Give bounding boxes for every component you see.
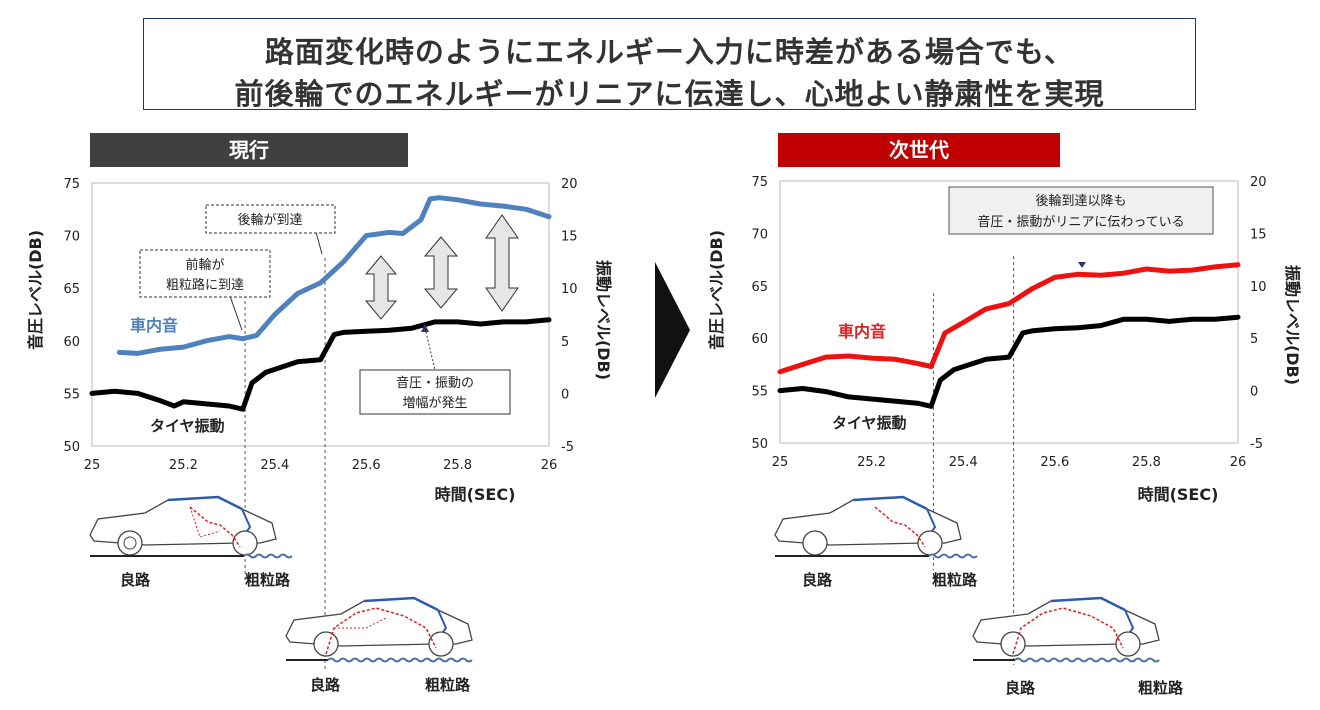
annotation-front-arrive xyxy=(139,249,271,298)
y-tick-label: 60 xyxy=(63,335,80,350)
x-tick-label: 25.4 xyxy=(949,455,978,470)
annotation-linear xyxy=(948,186,1214,235)
label-tire-vibration: タイヤ振動 xyxy=(832,414,907,432)
label-cabin-noise: 車内音 xyxy=(130,316,178,335)
x-tick-label: 26 xyxy=(541,458,558,473)
callout-arrowhead xyxy=(1078,262,1086,268)
double-arrow-icon xyxy=(423,236,459,309)
y-axis-title-left: 音圧レベル(DB) xyxy=(707,230,726,350)
road-label-rough: 粗粒路 xyxy=(425,676,471,694)
y2-tick-label: 5 xyxy=(561,335,569,350)
banner-next-gen: 次世代 xyxy=(778,133,1060,167)
x-tick-label: 25 xyxy=(772,455,789,470)
y2-tick-label: 10 xyxy=(561,282,578,297)
y2-tick-label: 5 xyxy=(1250,332,1258,347)
callout-line xyxy=(424,327,436,371)
plot-frame xyxy=(91,182,550,447)
callout-line xyxy=(315,231,323,255)
double-arrow-icon xyxy=(485,214,519,312)
y2-tick-label: 20 xyxy=(1250,175,1267,190)
series-line-tire-vibration xyxy=(89,317,552,412)
y-tick-label: 75 xyxy=(751,175,768,190)
road-label-rough: 粗粒路 xyxy=(932,571,978,589)
road-label-rough: 粗粒路 xyxy=(1138,679,1184,697)
x-tick-label: 25.2 xyxy=(169,458,198,473)
road-label-smooth: 良路 xyxy=(802,571,833,589)
y2-tick-label: -5 xyxy=(561,440,574,455)
y2-tick-label: 0 xyxy=(1250,385,1258,400)
annotation-front-arrive-text-1: 前輪が xyxy=(185,257,224,273)
annotation-amplification xyxy=(359,369,511,415)
y2-tick-label: 20 xyxy=(561,177,578,192)
car-illustration-top-left xyxy=(89,495,293,559)
y-tick-label: 50 xyxy=(63,440,80,455)
y2-tick-label: -5 xyxy=(1250,437,1263,452)
y-tick-label: 55 xyxy=(63,387,80,402)
plot-frame xyxy=(779,180,1239,444)
label-cabin-noise: 車内音 xyxy=(838,322,886,341)
x-tick-label: 25.6 xyxy=(352,458,381,473)
callout-arrowhead xyxy=(421,324,429,332)
y2-tick-label: 0 xyxy=(561,387,569,402)
series-line-cabin-noise xyxy=(116,195,552,356)
headline-line-2: 前後輪でのエネルギーがリニアに伝達し、心地よい静粛性を実現 xyxy=(234,77,1105,111)
x-tick-label: 25.4 xyxy=(260,458,289,473)
x-tick-label: 25.2 xyxy=(857,455,886,470)
double-arrow-icon xyxy=(364,255,398,320)
series-line-tire-vibration xyxy=(777,314,1241,409)
annotation-linear-text-1: 後輪到達以降も xyxy=(1035,193,1126,209)
road-label-smooth: 良路 xyxy=(310,676,341,694)
y-axis-title-right: 振動レベル(DB) xyxy=(1283,265,1302,385)
x-tick-label: 25 xyxy=(84,458,101,473)
annotation-amplification-text-2: 増幅が発生 xyxy=(402,396,467,411)
y-axis-title-left: 音圧レベル(DB) xyxy=(26,230,45,350)
y-tick-label: 75 xyxy=(63,177,80,192)
x-tick-label: 25.6 xyxy=(1040,455,1069,470)
axes-current: 25 25.2 25.4 25.6 25.8 26 50 55 60 65 70 75 -5 0 5 10 15… xyxy=(63,177,578,670)
banner-current: 現行 xyxy=(90,133,408,167)
y-tick-label: 60 xyxy=(751,332,768,347)
chart-current: 25 25.2 25.4 25.6 25.8 26 50 55 60 65 70 75 -5 0 5 10 15… xyxy=(26,177,613,670)
car-illustration-bottom-right xyxy=(972,596,1160,663)
y2-tick-label: 10 xyxy=(1250,280,1267,295)
y-tick-label: 70 xyxy=(63,230,80,245)
annotation-front-arrive-text-2: 粗粒路に到達 xyxy=(166,277,244,293)
progression-arrow-icon xyxy=(655,262,690,398)
label-tire-vibration: タイヤ振動 xyxy=(150,417,225,435)
x-tick-label: 25.8 xyxy=(1132,455,1161,470)
chart-next-gen: 25 25.2 25.4 25.6 25.8 26 50 55 60 65 70 75 -5 0 5 10 15… xyxy=(707,175,1302,665)
y-axis-title-right: 振動レベル(DB) xyxy=(594,260,613,380)
series-line-cabin-noise xyxy=(777,262,1241,375)
annotation-rear-arrive-text: 後輪が到達 xyxy=(237,212,302,228)
x-axis-title: 時間(SEC) xyxy=(435,485,516,504)
axes-next-gen: 25 25.2 25.4 25.6 25.8 26 50 55 60 65 70 75 -5 0 5 10 15… xyxy=(751,175,1267,665)
headline-line-1: 路面変化時のようにエネルギー入力に時差がある場合でも、 xyxy=(264,35,1075,69)
y-tick-label: 70 xyxy=(751,227,768,242)
x-axis-title: 時間(SEC) xyxy=(1138,485,1219,504)
car-illustration-top-right xyxy=(774,495,978,559)
car-illustration-bottom-left xyxy=(285,596,473,663)
y-tick-label: 65 xyxy=(751,280,768,295)
headline-box: 路面変化時のようにエネルギー入力に時差がある場合でも、 前後輪でのエネルギーがリ… xyxy=(143,18,1196,111)
road-label-rough: 粗粒路 xyxy=(245,571,291,589)
y-tick-label: 55 xyxy=(751,385,768,400)
x-tick-label: 25.8 xyxy=(443,458,472,473)
y-tick-label: 50 xyxy=(751,437,768,452)
x-tick-label: 26 xyxy=(1230,455,1247,470)
road-label-smooth: 良路 xyxy=(1005,679,1036,697)
callout-line xyxy=(229,295,243,331)
annotation-amplification-text-1: 音圧・振動の xyxy=(396,375,474,391)
y2-tick-label: 15 xyxy=(1250,227,1267,242)
road-label-smooth: 良路 xyxy=(120,571,151,589)
y2-tick-label: 15 xyxy=(561,230,578,245)
annotation-linear-text-2: 音圧・振動がリニアに伝わっている xyxy=(977,214,1184,230)
annotation-rear-arrive xyxy=(205,204,336,234)
y-tick-label: 65 xyxy=(63,282,80,297)
